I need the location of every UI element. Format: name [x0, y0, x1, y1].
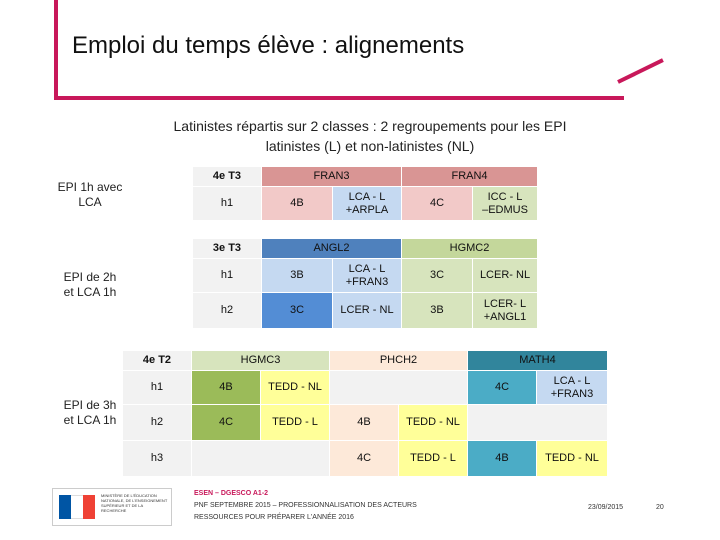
subject-header: HGMC2 — [401, 238, 538, 259]
ministry-logo-text: MINISTÈRE DE L'ÉDUCATION NATIONALE, DE L… — [101, 493, 168, 513]
side-label-line: EPI 1h avec — [57, 180, 123, 194]
empty-cell — [329, 370, 468, 405]
group-cell-line: –EDMUS — [482, 203, 528, 216]
side-label-line: LCA — [78, 195, 102, 209]
level-cell: 4e T2 — [122, 350, 192, 371]
class-cell: 3C — [401, 258, 473, 293]
side-label-epi1h: EPI 1h avec LCA — [50, 180, 130, 210]
side-label-line: EPI de 2h — [63, 270, 117, 284]
side-label-epi2h: EPI de 2h et LCA 1h — [50, 270, 130, 300]
class-cell: 3B — [261, 258, 333, 293]
subject-header: PHCH2 — [329, 350, 468, 371]
footer-line-1: ESEN – DGESCO A1-2 — [194, 490, 269, 497]
subtitle: Latinistes répartis sur 2 classes : 2 re… — [140, 116, 600, 156]
group-cell: LCER- L +ANGL1 — [472, 292, 538, 329]
group-cell: LCA - L +FRAN3 — [332, 258, 402, 293]
frame-vertical-line — [54, 0, 58, 100]
subject-header: HGMC3 — [191, 350, 330, 371]
french-flag-icon — [59, 495, 95, 519]
group-cell: LCA - L +ARPLA — [332, 186, 402, 221]
class-cell: 3B — [401, 292, 473, 329]
class-cell: 4B — [191, 370, 261, 405]
hour-cell: h1 — [192, 186, 262, 221]
hour-cell: h3 — [122, 440, 192, 477]
subject-header: ANGL2 — [261, 238, 402, 259]
frame-diagonal-line — [617, 58, 664, 84]
group-cell: ICC - L –EDMUS — [472, 186, 538, 221]
subject-header: FRAN4 — [401, 166, 538, 187]
timetable-4e-t2: 4e T2 HGMC3 PHCH2 MATH4 h1 4B TEDD - NL … — [122, 350, 608, 477]
group-cell: TEDD - L — [398, 440, 468, 477]
page-title: Emploi du temps élève : alignements — [72, 32, 465, 59]
footer-line-2: PNF SEPTEMBRE 2015 – PROFESSIONNALISATIO… — [194, 502, 417, 509]
class-cell: 4C — [191, 404, 261, 441]
group-cell: TEDD - NL — [398, 404, 468, 441]
subtitle-line-2: latinistes (L) et non-latinistes (NL) — [265, 138, 475, 154]
side-label-line: et LCA 1h — [63, 285, 117, 299]
class-cell: 4C — [467, 370, 537, 405]
group-cell-line: LCA - L — [348, 262, 386, 275]
footer-text: ESEN – DGESCO A1-2 PNF SEPTEMBRE 2015 – … — [194, 488, 417, 524]
side-label-epi3h: EPI de 3h et LCA 1h — [50, 398, 130, 428]
frame-horizontal-line — [54, 96, 624, 100]
group-cell: TEDD - L — [260, 404, 330, 441]
group-cell-line: LCER- L — [483, 297, 527, 310]
group-cell-line: LCA - L — [348, 190, 386, 203]
subject-header: MATH4 — [467, 350, 608, 371]
subtitle-line-1: Latinistes répartis sur 2 classes : 2 re… — [173, 118, 567, 134]
class-cell: 4C — [401, 186, 473, 221]
group-cell-line: ICC - L — [487, 190, 523, 203]
side-label-line: EPI de 3h — [63, 398, 117, 412]
class-cell: 4B — [329, 404, 399, 441]
class-cell: 4B — [261, 186, 333, 221]
level-cell: 3e T3 — [192, 238, 262, 259]
side-label-line: et LCA 1h — [63, 413, 117, 427]
class-cell: 4C — [329, 440, 399, 477]
hour-cell: h1 — [192, 258, 262, 293]
subject-header: FRAN3 — [261, 166, 402, 187]
group-cell-line: LCA - L — [553, 374, 591, 387]
hour-cell: h1 — [122, 370, 192, 405]
group-cell: TEDD - NL — [536, 440, 608, 477]
hour-cell: h2 — [122, 404, 192, 441]
page-number: 20 — [656, 504, 664, 511]
hour-cell: h2 — [192, 292, 262, 329]
group-cell: LCA - L +FRAN3 — [536, 370, 608, 405]
group-cell: LCER- NL — [472, 258, 538, 293]
ministry-logo: MINISTÈRE DE L'ÉDUCATION NATIONALE, DE L… — [52, 488, 172, 526]
group-cell: LCER - NL — [332, 292, 402, 329]
footer-date: 23/09/2015 — [588, 504, 624, 511]
empty-cell — [467, 404, 608, 441]
class-cell: 3C — [261, 292, 333, 329]
timetable-3e-t3: 3e T3 ANGL2 HGMC2 h1 3B LCA - L +FRAN3 3… — [192, 238, 538, 329]
group-cell-line: +FRAN3 — [550, 387, 594, 400]
level-cell: 4e T3 — [192, 166, 262, 187]
group-cell-line: +ARPLA — [345, 203, 389, 216]
empty-cell — [191, 440, 330, 477]
footer-line-3: RESSOURCES POUR PRÉPARER L'ANNÉE 2016 — [194, 514, 354, 521]
class-cell: 4B — [467, 440, 537, 477]
group-cell-line: +ANGL1 — [483, 310, 527, 323]
timetable-4e-t3: 4e T3 FRAN3 FRAN4 h1 4B LCA - L +ARPLA 4… — [192, 166, 538, 221]
group-cell-line: +FRAN3 — [345, 275, 389, 288]
group-cell: TEDD - NL — [260, 370, 330, 405]
